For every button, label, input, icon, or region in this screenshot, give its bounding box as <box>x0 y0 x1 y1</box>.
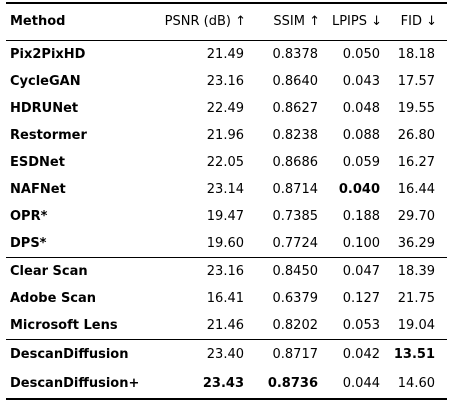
ssim-cell: 0.6379 <box>272 291 319 306</box>
fid-cell: 26.80 <box>397 128 435 143</box>
fid-cell: 18.39 <box>390 257 447 285</box>
ssim-cell: 0.8640 <box>272 74 319 89</box>
ssim-cell: 0.7724 <box>272 236 319 251</box>
method-cell: NAFNet <box>10 182 66 197</box>
fid-cell: 29.70 <box>397 209 435 224</box>
header-method: Method <box>6 2 154 41</box>
results-table: Method PSNR (dB) ↑ SSIM ↑ LPIPS ↓ FID ↓ … <box>6 2 447 400</box>
table-row: Restormer 21.96 0.8238 0.088 26.80 <box>6 122 447 149</box>
psnr-cell: 19.60 <box>206 236 244 251</box>
ssim-cell: 0.8238 <box>272 128 319 143</box>
lpips-cell: 0.044 <box>328 369 390 400</box>
psnr-cell: 23.16 <box>206 74 244 89</box>
group-baselines: Pix2PixHD 21.49 0.8378 0.050 18.18 CycleGAN 23… <box>6 41 447 258</box>
table-row: DPS* 19.60 0.7724 0.100 36.29 <box>6 230 447 258</box>
method-cell: Adobe Scan <box>10 291 97 306</box>
psnr-cell: 21.96 <box>206 128 244 143</box>
table-row: ESDNet 22.05 0.8686 0.059 16.27 <box>6 149 447 176</box>
lpips-cell: 0.059 <box>342 155 380 170</box>
psnr-cell: 19.47 <box>206 209 244 224</box>
ssim-cell: 0.8736 <box>256 369 328 400</box>
lpips-cell: 0.100 <box>342 236 380 251</box>
psnr-cell: 16.41 <box>206 291 244 306</box>
table-row: DescanDiffusion+ 23.43 0.8736 0.044 14.60 <box>6 369 447 400</box>
fid-cell: 21.75 <box>397 291 435 306</box>
psnr-cell: 22.49 <box>206 101 244 116</box>
psnr-cell: 22.05 <box>206 155 244 170</box>
method-cell: CycleGAN <box>10 74 81 89</box>
table-row: Adobe Scan 16.41 0.6379 0.127 21.75 <box>6 285 447 312</box>
lpips-cell: 0.040 <box>338 182 380 197</box>
fid-cell: 16.44 <box>397 182 435 197</box>
fid-cell: 16.27 <box>397 155 435 170</box>
ssim-cell: 0.8717 <box>256 339 328 369</box>
header-fid: FID ↓ <box>390 2 447 41</box>
table-row: Microsoft Lens 21.46 0.8202 0.053 19.04 <box>6 312 447 340</box>
ssim-cell: 0.8450 <box>256 257 328 285</box>
method-cell: Pix2PixHD <box>10 47 86 62</box>
method-cell: DescanDiffusion+ <box>6 369 154 400</box>
ssim-cell: 0.7385 <box>272 209 319 224</box>
table-row: HDRUNet 22.49 0.8627 0.048 19.55 <box>6 95 447 122</box>
fid-cell: 36.29 <box>397 236 435 251</box>
header-psnr: PSNR (dB) ↑ <box>154 2 256 41</box>
lpips-cell: 0.188 <box>342 209 380 224</box>
fid-cell: 17.57 <box>397 74 435 89</box>
lpips-cell: 0.050 <box>342 47 380 62</box>
fid-cell: 13.51 <box>390 339 447 369</box>
fid-cell: 14.60 <box>390 369 447 400</box>
lpips-cell: 0.053 <box>342 318 380 333</box>
group-ours: DescanDiffusion 23.40 0.8717 0.042 13.51 Desc… <box>6 339 447 400</box>
psnr-cell: 23.14 <box>206 182 244 197</box>
psnr-cell: 21.49 <box>206 47 244 62</box>
lpips-cell: 0.048 <box>342 101 380 116</box>
method-cell: Clear Scan <box>6 257 154 285</box>
psnr-cell: 23.16 <box>154 257 256 285</box>
psnr-cell: 23.43 <box>154 369 256 400</box>
header-lpips: LPIPS ↓ <box>328 2 390 41</box>
method-cell: Microsoft Lens <box>10 318 118 333</box>
method-cell: DescanDiffusion <box>6 339 154 369</box>
table-row: OPR* 19.47 0.7385 0.188 29.70 <box>6 203 447 230</box>
method-cell: ESDNet <box>10 155 65 170</box>
fid-cell: 18.18 <box>397 47 435 62</box>
psnr-cell: 21.46 <box>206 318 244 333</box>
fid-cell: 19.55 <box>397 101 435 116</box>
table-row: CycleGAN 23.16 0.8640 0.043 17.57 <box>6 68 447 95</box>
ssim-cell: 0.8686 <box>272 155 319 170</box>
ssim-cell: 0.8202 <box>272 318 319 333</box>
ssim-cell: 0.8378 <box>272 47 319 62</box>
ssim-cell: 0.8627 <box>272 101 319 116</box>
method-cell: Restormer <box>10 128 87 143</box>
table-row: Pix2PixHD 21.49 0.8378 0.050 18.18 <box>6 41 447 69</box>
lpips-cell: 0.043 <box>342 74 380 89</box>
ssim-cell: 0.8714 <box>272 182 319 197</box>
method-cell: HDRUNet <box>10 101 79 116</box>
header-ssim: SSIM ↑ <box>256 2 328 41</box>
lpips-cell: 0.047 <box>328 257 390 285</box>
psnr-cell: 23.40 <box>154 339 256 369</box>
table-header: Method PSNR (dB) ↑ SSIM ↑ LPIPS ↓ FID ↓ <box>6 2 447 41</box>
fid-cell: 19.04 <box>397 318 435 333</box>
table-row: NAFNet 23.14 0.8714 0.040 16.44 <box>6 176 447 203</box>
lpips-cell: 0.127 <box>342 291 380 306</box>
lpips-cell: 0.088 <box>342 128 380 143</box>
method-cell: OPR* <box>10 209 48 224</box>
group-commercial-apps: Clear Scan 23.16 0.8450 0.047 18.39 Adobe Sca… <box>6 257 447 340</box>
table-row: DescanDiffusion 23.40 0.8717 0.042 13.51 <box>6 339 447 369</box>
lpips-cell: 0.042 <box>328 339 390 369</box>
method-cell: DPS* <box>10 236 47 251</box>
header-row: Method PSNR (dB) ↑ SSIM ↑ LPIPS ↓ FID ↓ <box>6 2 447 41</box>
table-row: Clear Scan 23.16 0.8450 0.047 18.39 <box>6 257 447 285</box>
